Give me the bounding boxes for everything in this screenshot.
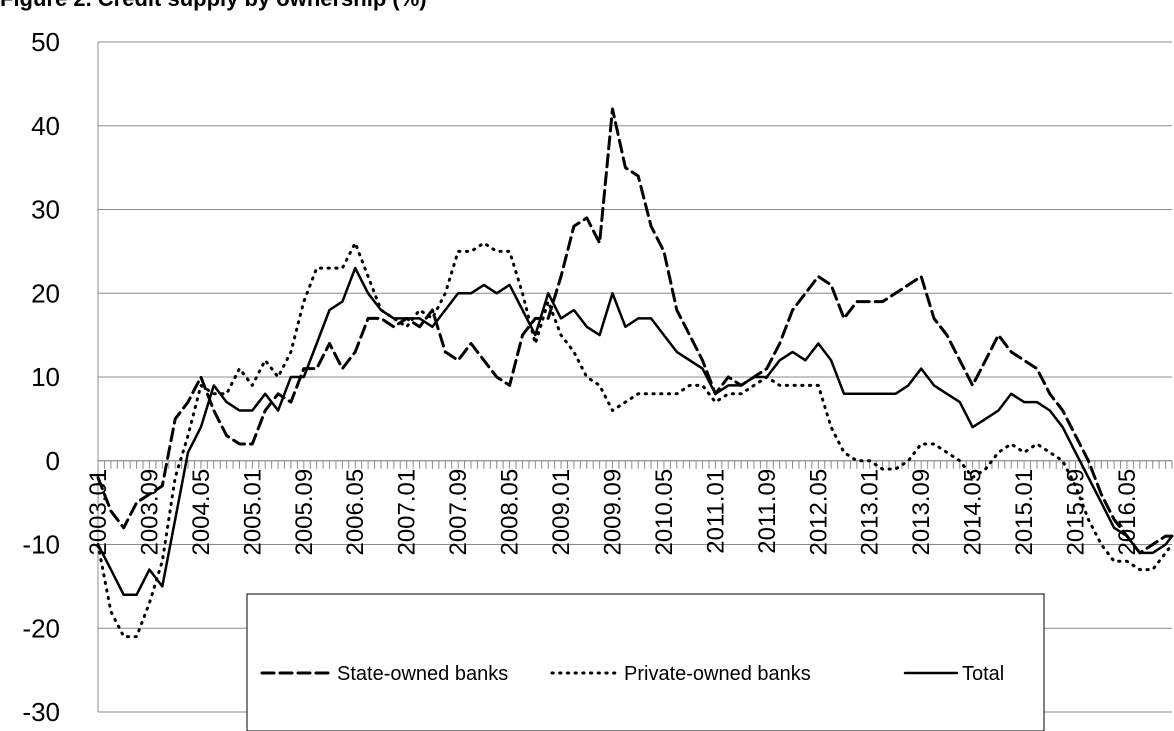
- x-tick-label: 2011.09: [754, 469, 781, 554]
- x-tick-label: 2010.05: [651, 469, 678, 556]
- x-tick-label: 2016.05: [1114, 469, 1141, 556]
- x-tick-label: 2014.05: [960, 469, 987, 556]
- y-tick-label: 10: [31, 362, 60, 392]
- y-tick-label: -20: [22, 613, 60, 643]
- x-tick-label: 2003.01: [85, 469, 112, 556]
- legend-label: Total: [962, 663, 1004, 685]
- y-tick-label: 30: [31, 195, 60, 225]
- x-tick-label: 2013.01: [857, 469, 884, 556]
- x-tick-label: 2006.05: [342, 469, 369, 556]
- series-lines: [96, 107, 1174, 639]
- y-tick-label: 50: [31, 27, 60, 57]
- x-tick-label: 2007.01: [394, 469, 421, 556]
- x-tick-label: 2011.01: [702, 469, 729, 554]
- legend-label: State-owned banks: [337, 663, 508, 685]
- x-tick-label: 2012.05: [805, 469, 832, 556]
- x-tick-label: 2009.01: [548, 469, 575, 556]
- chart-title: Figure 2. Credit supply by ownership (%): [0, 0, 427, 12]
- y-tick-label: 20: [31, 278, 60, 308]
- x-tick-label: 2008.05: [497, 469, 524, 556]
- y-tick-label: -30: [22, 697, 60, 727]
- x-axis: 2003.01 2003.09 2004.05 2005.01 2005.09 2006.…: [85, 460, 1173, 556]
- x-tick-label: 2005.09: [291, 469, 318, 556]
- series-line-state-owned-banks: [96, 107, 1174, 555]
- x-tick-label: 2003.09: [136, 469, 163, 556]
- x-tick-label: 2007.09: [445, 469, 472, 556]
- y-tick-label: 0: [46, 446, 60, 476]
- y-tick-label: -10: [22, 530, 60, 560]
- x-tick-label: 2013.09: [908, 469, 935, 556]
- legend-label: Private-owned banks: [624, 663, 811, 685]
- series-line-total: [96, 266, 1174, 597]
- x-tick-label: 2005.01: [239, 469, 266, 556]
- y-tick-label: 40: [31, 111, 60, 141]
- x-tick-label: 2015.01: [1011, 469, 1038, 556]
- x-tick-label: 2009.09: [599, 469, 626, 556]
- series-line-private-owned-banks: [96, 241, 1174, 639]
- y-axis: -30 -20 -10 0 10 20 30 40 50: [22, 27, 99, 727]
- legend: State-owned banks Private-owned banks Tota…: [246, 593, 1045, 731]
- x-tick-label: 2004.05: [188, 469, 215, 556]
- legend-box: [246, 593, 1045, 731]
